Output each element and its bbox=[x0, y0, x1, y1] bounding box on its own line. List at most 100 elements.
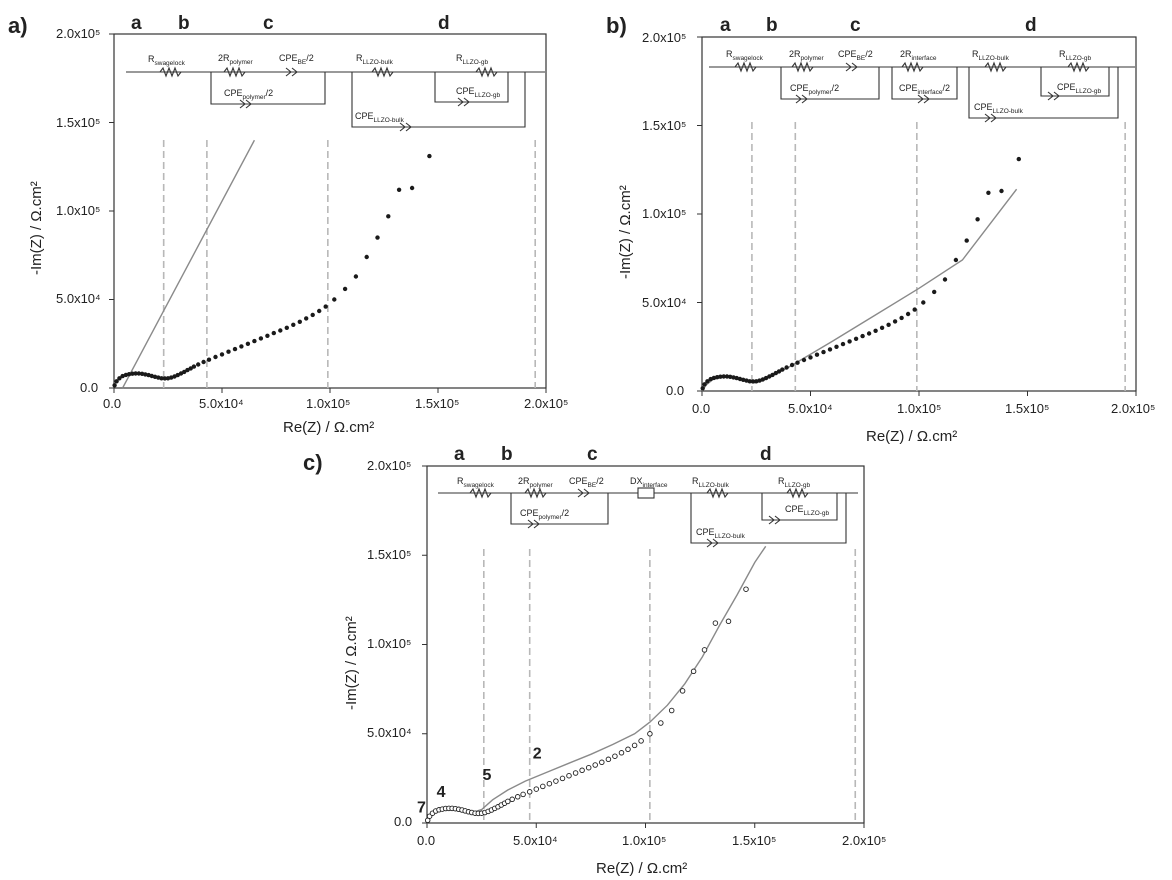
panel-a-data-point bbox=[112, 383, 117, 388]
panel-a-data-point bbox=[291, 322, 296, 327]
panel-b-data-point bbox=[728, 374, 733, 379]
panel-b-data-point bbox=[873, 328, 878, 333]
circuit-c-cpe-polymer: CPEpolymer/2 bbox=[520, 508, 569, 521]
panel-c-data-point bbox=[526, 789, 533, 795]
panel-a-data-point bbox=[175, 372, 180, 378]
panel-c: c) 74 5 2 a b c d Rswagelock 2Rpolymer CPE… bbox=[303, 444, 886, 877]
panel-b-label: b) bbox=[606, 13, 627, 38]
panel-b-data-point bbox=[840, 341, 846, 347]
panel-c-data-point bbox=[572, 770, 579, 776]
panel-a-data-point bbox=[232, 346, 238, 352]
panel-a-data-point bbox=[323, 304, 328, 309]
panel-b: b) a b c d Rswagelock 2Rpolymer CPEBE/2 … bbox=[606, 13, 1155, 445]
panel-a-region-d: d bbox=[438, 13, 450, 34]
panel-c-data-point bbox=[505, 798, 511, 805]
panel-a-ytick: 1.5x10⁵ bbox=[56, 115, 100, 130]
panel-b-data-point bbox=[821, 349, 826, 355]
panel-c-data-point bbox=[559, 775, 566, 782]
circuit-a-2r-polymer: 2Rpolymer bbox=[218, 53, 253, 66]
circuit-b-cpe-interface: CPEinterface/2 bbox=[899, 83, 950, 96]
panel-b-data-point bbox=[942, 277, 948, 282]
panel-c-data-point bbox=[625, 746, 631, 753]
panel-a-data-point bbox=[364, 254, 369, 260]
panel-b-data-point bbox=[912, 307, 917, 312]
circuit-c-cpe-llzo-gb: CPELLZO-gb bbox=[785, 504, 830, 517]
panel-b-data-point bbox=[734, 375, 739, 381]
panel-a-data-point bbox=[162, 376, 167, 381]
panel-a-xlabel: Re(Z) / Ω.cm² bbox=[283, 419, 374, 436]
panel-b-data-point bbox=[750, 379, 756, 384]
panel-a-data-point bbox=[201, 359, 206, 365]
circuit-b-r-swagelock: Rswagelock bbox=[726, 49, 764, 62]
panel-b-data-point bbox=[847, 339, 852, 344]
panel-b-data-point bbox=[718, 374, 723, 379]
panel-a-data-point bbox=[304, 316, 309, 321]
panel-a: a) a b c d Rswagelock 2Rpolymer CPEBE/2 … bbox=[8, 13, 568, 436]
panel-a-data-point bbox=[143, 372, 148, 377]
panel-a-data-point bbox=[409, 185, 415, 191]
panel-b-data-point bbox=[953, 257, 959, 263]
circuit-c-r-llzo-bulk: RLLZO-bulk bbox=[692, 476, 730, 489]
circuit-b-cpe-be: CPEBE/2 bbox=[838, 49, 873, 62]
panel-c-annotation: 4 bbox=[437, 784, 446, 801]
panel-b-data-point bbox=[964, 238, 969, 243]
panel-a-data-point bbox=[297, 319, 302, 324]
circuit-c-dx-box bbox=[637, 487, 655, 499]
panel-c-data-point bbox=[612, 753, 618, 759]
panel-c-ytick: 0.0 bbox=[394, 814, 412, 829]
panel-b-fit-line bbox=[701, 188, 1018, 392]
panel-c-data-point bbox=[585, 764, 592, 771]
panel-b-xlabel: Re(Z) / Ω.cm² bbox=[866, 428, 957, 445]
panel-c-data-point bbox=[546, 780, 553, 787]
panel-c-circuit: Rswagelock 2Rpolymer CPEBE/2 CPEpolymer/… bbox=[438, 476, 858, 548]
panel-b-data-point bbox=[814, 352, 820, 357]
panel-b-marks bbox=[697, 36, 1137, 396]
panel-b-data-point bbox=[700, 386, 705, 391]
panel-b-region-b: b bbox=[766, 15, 778, 36]
panel-c-data-point bbox=[690, 668, 697, 675]
panel-b-data-point bbox=[999, 188, 1004, 194]
panel-b-data-point bbox=[1016, 156, 1021, 162]
circuit-a-r-llzo-bulk: RLLZO-bulk bbox=[356, 53, 394, 66]
panel-a-data-point bbox=[126, 372, 132, 377]
panel-c-data-point bbox=[540, 783, 546, 790]
panel-b-data-point bbox=[853, 336, 859, 341]
panel-c-region-d: d bbox=[760, 444, 772, 465]
panel-a-ylabel: -Im(Z) / Ω.cm² bbox=[28, 181, 45, 275]
panel-a-data-point bbox=[396, 187, 402, 192]
panel-b-data-point bbox=[886, 322, 891, 327]
panel-c-xlabel: Re(Z) / Ω.cm² bbox=[596, 860, 687, 877]
panel-a-data-point bbox=[152, 374, 158, 379]
panel-b-ytick: 1.0x10⁵ bbox=[642, 206, 686, 221]
panel-c-data-point bbox=[553, 778, 559, 784]
panel-c-region-a: a bbox=[454, 444, 465, 465]
panel-a-data-point bbox=[159, 376, 164, 381]
panel-c-data-point bbox=[579, 767, 585, 774]
panel-c-data-point bbox=[533, 786, 540, 792]
panel-c-marks: 74 5 2 bbox=[417, 465, 865, 828]
panel-b-data-point bbox=[986, 190, 991, 195]
circuit-b-cpe-polymer: CPEpolymer/2 bbox=[790, 83, 839, 96]
panel-c-region-c: c bbox=[587, 444, 598, 465]
panel-b-ylabel: -Im(Z) / Ω.cm² bbox=[617, 185, 634, 279]
panel-a-ytick: 0.0 bbox=[80, 380, 98, 395]
panel-a-region-a: a bbox=[131, 13, 142, 34]
panel-a-xtick: 2.0x10⁵ bbox=[524, 396, 568, 411]
panel-a-data-point bbox=[130, 371, 135, 376]
panel-a-data-point bbox=[252, 338, 257, 344]
circuit-b-2r-polymer: 2Rpolymer bbox=[789, 49, 824, 62]
panel-a-xtick: 1.5x10⁵ bbox=[415, 396, 459, 411]
panel-c-data-point bbox=[566, 772, 572, 779]
panel-b-region-d: d bbox=[1025, 15, 1037, 36]
panel-a-data-point bbox=[427, 153, 432, 159]
circuit-a-cpe-llzo-bulk: CPELLZO-bulk bbox=[355, 111, 405, 124]
panel-a-data-point bbox=[258, 336, 264, 341]
panel-b-ytick: 1.5x10⁵ bbox=[642, 118, 686, 133]
panel-a-data-point bbox=[120, 373, 125, 379]
panel-a-data-point bbox=[239, 344, 244, 349]
circuit-a-cpe-be: CPEBE/2 bbox=[279, 53, 314, 66]
panel-a-fit-line bbox=[121, 139, 256, 389]
panel-a-xtick: 5.0x10⁴ bbox=[199, 396, 244, 411]
panel-b-data-point bbox=[827, 347, 833, 352]
